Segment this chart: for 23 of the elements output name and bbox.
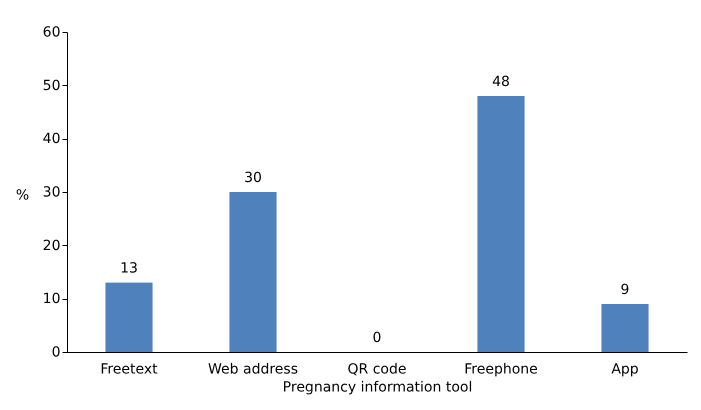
bar [105, 282, 153, 352]
y-tick-label: 30 [42, 184, 60, 200]
data-label: 30 [244, 170, 262, 186]
y-tick-label: 0 [52, 344, 60, 360]
y-axis-title: % [16, 188, 30, 204]
y-tick-label: 50 [42, 78, 60, 94]
bar [477, 96, 525, 352]
bar [601, 304, 649, 352]
x-tick-label: Web address [208, 362, 298, 378]
data-label: 13 [120, 260, 138, 277]
y-tick-label: 40 [42, 131, 60, 148]
y-tick-label: 60 [42, 24, 60, 40]
y-tick-label: 20 [42, 238, 60, 254]
bar [229, 192, 277, 352]
x-axis-title: Pregnancy information tool [282, 380, 472, 396]
data-label: 0 [372, 330, 382, 346]
data-label: 48 [492, 74, 510, 90]
y-tick-label: 10 [42, 291, 60, 308]
x-tick-label: App [611, 362, 639, 378]
x-tick-label: QR code [348, 362, 406, 378]
data-label: 9 [620, 282, 630, 298]
x-tick-label: Freetext [100, 362, 158, 378]
x-tick-label: Freephone [464, 362, 538, 378]
